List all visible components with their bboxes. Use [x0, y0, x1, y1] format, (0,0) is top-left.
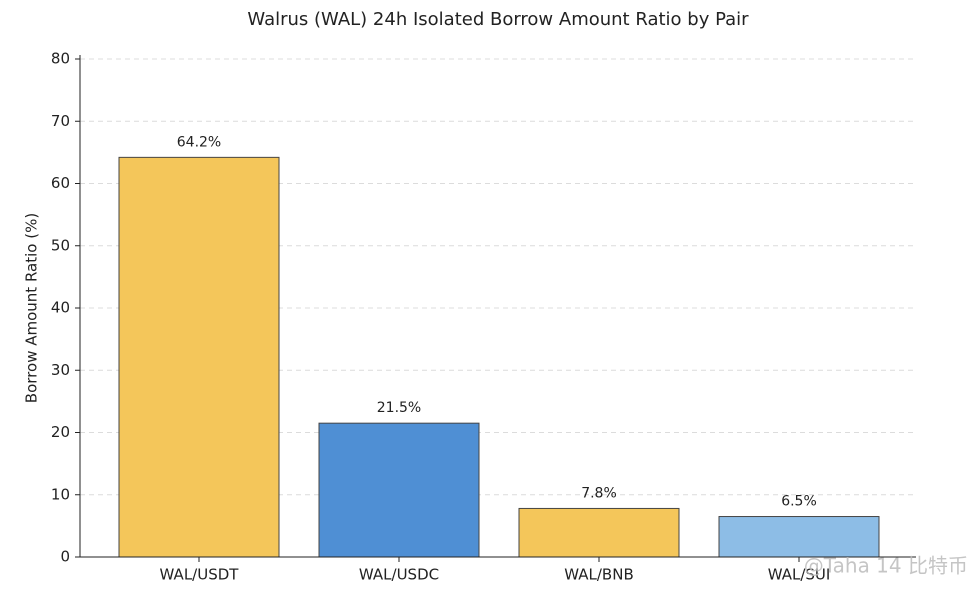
- bar: [718, 516, 880, 558]
- x-tick-label: WAL/USDT: [160, 566, 240, 584]
- y-tick-label: 50: [51, 236, 70, 254]
- bar: [118, 156, 280, 558]
- bar: [518, 507, 680, 558]
- value-label: 6.5%: [781, 494, 817, 510]
- y-tick-label: 40: [51, 299, 70, 317]
- x-tick-label: WAL/USDC: [359, 566, 439, 584]
- x-tick-label: WAL/BNB: [564, 566, 634, 584]
- y-axis-label: Borrow Amount Ratio (%): [23, 213, 41, 403]
- value-label: 7.8%: [581, 485, 617, 501]
- y-tick-label: 20: [51, 423, 70, 441]
- watermark: @Taha 14 比特币: [804, 554, 968, 578]
- y-tick-label: 70: [51, 112, 70, 130]
- x-tick-label: WAL/SUI: [768, 566, 831, 584]
- bar: [318, 422, 480, 558]
- y-tick-label: 80: [51, 50, 70, 68]
- value-label: 64.2%: [177, 134, 221, 150]
- chart-title: Walrus (WAL) 24h Isolated Borrow Amount …: [247, 9, 749, 30]
- y-tick-label: 10: [51, 485, 70, 503]
- value-label: 21.5%: [377, 400, 421, 416]
- y-tick-label: 30: [51, 361, 70, 379]
- y-tick-label: 60: [51, 174, 70, 192]
- y-tick-label: 0: [60, 548, 70, 566]
